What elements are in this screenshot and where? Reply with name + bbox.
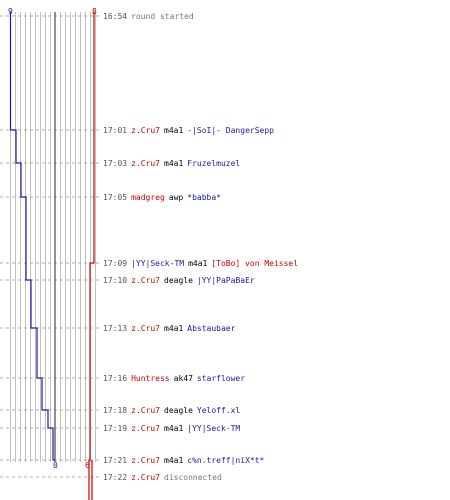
team-b-score-line xyxy=(88,12,95,500)
victim-name: Yeloff.xl xyxy=(196,406,241,415)
event-time: 17:05 xyxy=(103,193,128,202)
killer-name: z.Cru7 xyxy=(131,406,160,415)
killer-name: z.Cru7 xyxy=(131,473,160,482)
event-row: 16:54 round started xyxy=(103,11,194,22)
weapon-name: awp xyxy=(168,193,184,202)
weapon-name: deagle xyxy=(164,406,193,415)
team-a-score-line xyxy=(9,12,55,461)
victim-name: starflower xyxy=(196,374,246,383)
victim-name: c%n.treff|niX*t* xyxy=(187,456,265,465)
weapon-name: deagle xyxy=(164,276,193,285)
event-row: 17:01 z.Cru7 m4a1 -|SoI|- DangerSepp xyxy=(103,125,274,136)
killer-name: z.Cru7 xyxy=(131,126,160,135)
event-description: disconnected xyxy=(164,473,222,482)
event-time: 17:13 xyxy=(103,324,128,333)
weapon-name: m4a1 xyxy=(164,424,184,433)
weapon-name: m4a1 xyxy=(164,456,184,465)
event-row: 17:03 z.Cru7 m4a1 Fruzelmuzel xyxy=(103,158,240,169)
event-time: 17:22 xyxy=(103,473,128,482)
event-time: 17:21 xyxy=(103,456,128,465)
weapon-name: m4a1 xyxy=(188,259,208,268)
killer-name: z.Cru7 xyxy=(131,159,160,168)
killer-name: |YY|Seck-TM xyxy=(131,259,185,268)
axis-start-left: 9 xyxy=(8,7,13,16)
event-row: 17:22 z.Cru7 disconnected xyxy=(103,472,222,483)
event-row: 17:09 |YY|Seck-TM m4a1 [ToBo] von Meissel xyxy=(103,258,298,269)
axis-end-right: 6 xyxy=(85,461,90,470)
axis-end-left: 0 xyxy=(53,461,58,470)
event-time: 17:03 xyxy=(103,159,128,168)
event-row: 17:13 z.Cru7 m4a1 Abstaubaer xyxy=(103,323,235,334)
weapon-name: m4a1 xyxy=(164,159,184,168)
killer-name: z.Cru7 xyxy=(131,276,160,285)
event-time: 17:01 xyxy=(103,126,128,135)
event-time: 16:54 xyxy=(103,12,128,21)
event-row: 17:05 madgreg awp *babba* xyxy=(103,192,221,203)
weapon-name: ak47 xyxy=(173,374,193,383)
victim-name: |YY|PaPaBaEr xyxy=(196,276,255,285)
grid-lines xyxy=(10,12,96,462)
event-time: 17:18 xyxy=(103,406,128,415)
killer-name: madgreg xyxy=(131,193,165,202)
victim-name: Abstaubaer xyxy=(187,324,236,333)
killer-name: z.Cru7 xyxy=(131,324,160,333)
event-time: 17:10 xyxy=(103,276,128,285)
killer-name: z.Cru7 xyxy=(131,456,160,465)
event-time: 17:16 xyxy=(103,374,128,383)
victim-name: -|SoI|- DangerSepp xyxy=(187,126,274,135)
event-dash-lines xyxy=(0,15,100,478)
victim-name: *babba* xyxy=(187,193,221,202)
killer-name: z.Cru7 xyxy=(131,424,160,433)
event-row: 17:10 z.Cru7 deagle |YY|PaPaBaEr xyxy=(103,275,255,286)
axis-start-right: 8 xyxy=(92,7,97,16)
event-row: 17:19 z.Cru7 m4a1 |YY|Seck-TM xyxy=(103,423,240,434)
event-time: 17:19 xyxy=(103,424,128,433)
victim-name: Fruzelmuzel xyxy=(187,159,241,168)
weapon-name: m4a1 xyxy=(164,324,184,333)
killer-name: Huntress xyxy=(131,374,170,383)
score-graph xyxy=(0,12,100,500)
victim-name: |YY|Seck-TM xyxy=(187,424,241,433)
event-row: 17:18 z.Cru7 deagle Yeloff.xl xyxy=(103,405,240,416)
event-time: 17:09 xyxy=(103,259,128,268)
victim-name: [ToBo] von Meissel xyxy=(211,259,299,268)
event-description: round started xyxy=(131,12,194,21)
event-row: 17:16 Huntress ak47 starflower xyxy=(103,373,245,384)
event-row: 17:21 z.Cru7 m4a1 c%n.treff|niX*t* xyxy=(103,455,264,466)
weapon-name: m4a1 xyxy=(164,126,184,135)
